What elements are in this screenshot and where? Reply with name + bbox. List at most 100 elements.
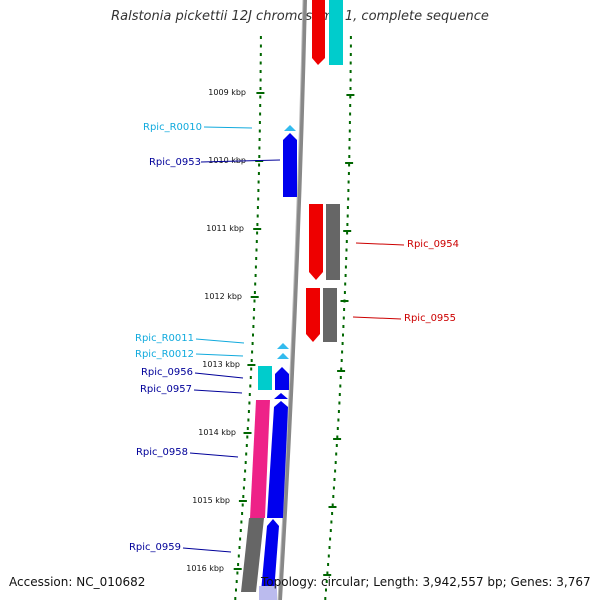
rna-marker-r0011[interactable] bbox=[277, 343, 289, 349]
ruler-major-tick bbox=[346, 94, 355, 96]
leader-rpic-0957 bbox=[193, 389, 243, 394]
gray-block-0954[interactable] bbox=[326, 204, 340, 280]
ruler-dot bbox=[235, 580, 238, 583]
ruler-dot bbox=[349, 36, 352, 39]
ruler-dot bbox=[237, 554, 240, 558]
ruler-dot bbox=[254, 274, 257, 277]
ruler-dot bbox=[246, 427, 249, 430]
ruler-dot bbox=[349, 70, 352, 73]
ruler-dot bbox=[259, 95, 262, 99]
ruler-dot bbox=[328, 546, 331, 549]
ruler-dot bbox=[246, 435, 249, 439]
ruler-dot bbox=[343, 291, 346, 294]
ruler-dot bbox=[259, 44, 262, 48]
ruler-dot bbox=[239, 537, 242, 541]
gray-block-0955[interactable] bbox=[323, 288, 337, 342]
label-rpic-r0010[interactable]: Rpic_R0010 bbox=[143, 122, 202, 133]
ruler-dot bbox=[332, 486, 335, 490]
cyan-block-top[interactable] bbox=[329, 0, 343, 65]
ruler-dot bbox=[257, 197, 260, 201]
ruler-dot bbox=[258, 146, 261, 150]
chromosome-backbone bbox=[278, 0, 307, 600]
ruler-dot bbox=[339, 376, 342, 379]
ruler-dot bbox=[334, 461, 337, 464]
ruler-dot bbox=[259, 53, 262, 56]
right-scale-ruler bbox=[323, 36, 355, 600]
ruler-dot bbox=[331, 512, 334, 515]
ruler-dot bbox=[348, 146, 351, 150]
gene-rpic-0957[interactable] bbox=[274, 393, 288, 399]
ruler-dot bbox=[348, 121, 351, 124]
ruler-dot bbox=[241, 503, 244, 507]
scale-label-1010: 1010 kbp bbox=[208, 156, 246, 165]
cyan-block-0956[interactable] bbox=[258, 366, 272, 390]
ruler-dot bbox=[324, 597, 327, 600]
scale-labels: 1009 kbp 1010 kbp 1011 kbp 1012 kbp 1013… bbox=[186, 88, 246, 573]
scale-label-1016: 1016 kbp bbox=[186, 564, 224, 573]
ruler-dot bbox=[259, 61, 262, 65]
gene-rpic-0954[interactable] bbox=[309, 204, 323, 280]
ruler-major-tick bbox=[250, 296, 259, 298]
leader-rpic-r0012 bbox=[195, 353, 244, 357]
ruler-dot bbox=[339, 384, 342, 388]
accession-text: Accession: NC_010682 bbox=[9, 575, 146, 589]
ruler-dot bbox=[345, 240, 348, 243]
ruler-dot bbox=[338, 393, 341, 396]
ruler-major-tick bbox=[328, 506, 337, 508]
ruler-dot bbox=[347, 189, 350, 192]
gene-rpic-0955[interactable] bbox=[306, 288, 320, 342]
leader-rpic-0953 bbox=[200, 159, 281, 163]
ruler-dot bbox=[235, 588, 237, 592]
label-rpic-0957[interactable]: Rpic_0957 bbox=[140, 384, 192, 395]
gene-rpic-0958[interactable] bbox=[267, 401, 288, 518]
ruler-dot bbox=[346, 214, 349, 218]
leader-rpic-0959 bbox=[182, 547, 232, 553]
scale-label-1013: 1013 kbp bbox=[202, 360, 240, 369]
ruler-dot bbox=[259, 36, 262, 39]
ruler-dot bbox=[245, 452, 248, 456]
left-scale-ruler bbox=[233, 36, 265, 600]
ruler-dot bbox=[335, 452, 338, 456]
ruler-dot bbox=[259, 87, 262, 90]
ruler-dot bbox=[254, 265, 257, 269]
topology-text: Topology: circular; Length: 3,942,557 bp… bbox=[261, 575, 591, 589]
ruler-major-tick bbox=[238, 500, 247, 502]
leader-rpic-r0010 bbox=[203, 126, 253, 129]
label-rpic-0954[interactable]: Rpic_0954 bbox=[407, 239, 459, 250]
ruler-dot bbox=[242, 495, 245, 498]
ruler-dot bbox=[255, 240, 258, 243]
ruler-dot bbox=[347, 197, 350, 201]
ruler-dot bbox=[349, 53, 352, 56]
ruler-dot bbox=[336, 427, 339, 430]
ruler-dot bbox=[344, 274, 347, 277]
label-rpic-r0011[interactable]: Rpic_R0011 bbox=[135, 333, 194, 344]
ruler-dot bbox=[257, 172, 260, 175]
ruler-dot bbox=[259, 78, 262, 82]
label-rpic-r0012[interactable]: Rpic_R0012 bbox=[135, 349, 194, 360]
scale-label-1011: 1011 kbp bbox=[206, 224, 244, 233]
ruler-dot bbox=[348, 155, 351, 158]
gene-rpic-0956[interactable] bbox=[275, 367, 289, 390]
ruler-dot bbox=[341, 342, 344, 345]
ruler-dot bbox=[333, 478, 336, 481]
ruler-dot bbox=[337, 418, 340, 422]
rna-marker-r0012[interactable] bbox=[277, 353, 289, 359]
gray-block-0959[interactable] bbox=[241, 518, 264, 592]
label-rpic-0956[interactable]: Rpic_0956 bbox=[141, 367, 193, 378]
ruler-dot bbox=[256, 214, 259, 218]
ruler-dot bbox=[334, 469, 337, 473]
reverse-gene-block-top[interactable] bbox=[312, 0, 325, 65]
ruler-dot bbox=[244, 469, 247, 473]
label-rpic-0953[interactable]: Rpic_0953 bbox=[149, 157, 201, 168]
label-rpic-0955[interactable]: Rpic_0955 bbox=[404, 313, 456, 324]
ruler-dot bbox=[254, 282, 257, 286]
gene-rpic-0959[interactable] bbox=[261, 519, 279, 592]
label-rpic-0958[interactable]: Rpic_0958 bbox=[136, 447, 188, 458]
gene-rpic-0953[interactable] bbox=[283, 133, 297, 197]
pink-block-0958[interactable] bbox=[250, 400, 270, 518]
ruler-dot bbox=[336, 435, 339, 439]
ruler-major-tick bbox=[333, 438, 342, 440]
label-rpic-0959[interactable]: Rpic_0959 bbox=[129, 542, 181, 553]
map-title: Ralstonia pickettii 12J chromosome 1, co… bbox=[111, 9, 489, 24]
rna-marker-r0010[interactable] bbox=[284, 125, 296, 131]
